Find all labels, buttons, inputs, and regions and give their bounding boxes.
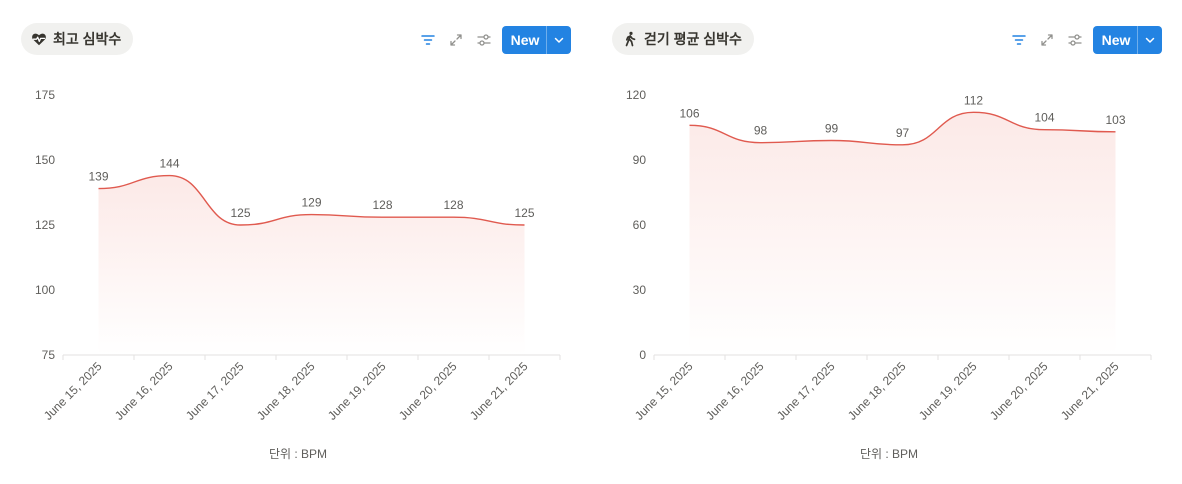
line-chart-max-heart-rate: 75 100 125 150 175 139 144 125 129 128 128 125 June …	[35, 88, 561, 423]
expand-button[interactable]	[1033, 26, 1061, 54]
y-tick-label: 120	[626, 88, 646, 102]
new-button-group: New	[502, 26, 571, 54]
settings-button[interactable]	[470, 26, 498, 54]
filter-button[interactable]	[1005, 26, 1033, 54]
data-label: 104	[1034, 111, 1054, 125]
line-chart-walking-heart-rate: 0 30 60 90 120 106 98 99 97 112 104 103 June 15, 202…	[626, 88, 1152, 423]
sliders-icon	[1068, 34, 1082, 46]
series-line	[98, 174, 525, 226]
y-tick-label: 60	[633, 218, 647, 232]
heart-pulse-icon	[31, 31, 47, 47]
data-label: 99	[825, 122, 839, 136]
data-point[interactable]	[686, 121, 694, 129]
x-tick-label: June 21, 2025	[1058, 359, 1122, 423]
new-button[interactable]: New	[1101, 32, 1131, 48]
expand-icon	[450, 34, 462, 46]
new-button[interactable]: New	[510, 32, 540, 48]
data-point[interactable]	[970, 108, 978, 116]
data-label: 97	[896, 126, 910, 140]
y-tick-label: 150	[35, 153, 55, 167]
data-label: 129	[301, 196, 321, 210]
data-point[interactable]	[828, 137, 836, 145]
data-point[interactable]	[450, 213, 458, 221]
view-title: 걷기 평균 심박수	[644, 31, 742, 47]
clipped-section-title	[846, 0, 906, 3]
y-tick-label: 100	[35, 283, 55, 297]
x-tick-label: June 16, 2025	[703, 359, 767, 423]
data-point[interactable]	[166, 172, 174, 180]
data-point[interactable]	[95, 185, 103, 193]
unit-label: 단위 : BPM	[859, 447, 919, 461]
filter-button[interactable]	[414, 26, 442, 54]
y-tick-label: 125	[35, 218, 55, 232]
data-label: 144	[159, 157, 179, 171]
settings-button[interactable]	[1061, 26, 1089, 54]
data-label: 128	[443, 198, 463, 212]
x-tick-label: June 20, 2025	[987, 359, 1051, 423]
area-fill	[689, 112, 1116, 356]
data-label: 112	[964, 93, 983, 107]
y-tick-label: 30	[633, 283, 647, 297]
chart-panel-walking-heart-rate: 걷기 평균 심박수 New	[591, 0, 1162, 484]
unit-label: 단위 : BPM	[268, 447, 328, 461]
area-fill	[98, 175, 525, 355]
x-tick-label: June 20, 2025	[396, 359, 460, 423]
view-toolbar: New	[1005, 26, 1162, 54]
new-dropdown-button[interactable]	[546, 26, 571, 54]
data-label: 128	[372, 198, 392, 212]
data-label: 125	[230, 206, 250, 220]
data-label: 125	[514, 206, 534, 220]
new-button-group: New	[1093, 26, 1162, 54]
x-tick-label: June 18, 2025	[254, 359, 318, 423]
filter-icon	[1012, 35, 1026, 45]
x-tick-label: June 19, 2025	[916, 359, 980, 423]
data-point[interactable]	[757, 139, 765, 147]
y-tick-label: 175	[35, 88, 55, 102]
x-tick-label: June 17, 2025	[774, 359, 838, 423]
x-tick-label: June 21, 2025	[467, 359, 531, 423]
sliders-icon	[477, 34, 491, 46]
walking-person-icon	[622, 31, 638, 47]
data-point[interactable]	[1041, 126, 1049, 134]
chevron-down-icon	[554, 37, 564, 43]
series-line	[689, 111, 1116, 146]
view-toolbar: New	[414, 26, 571, 54]
chart-panel-max-heart-rate: 최고 심박수 New 75	[0, 0, 571, 484]
view-title-chip[interactable]: 최고 심박수	[21, 23, 134, 55]
x-tick-label: June 18, 2025	[845, 359, 909, 423]
data-point[interactable]	[237, 221, 245, 229]
chevron-down-icon	[1145, 37, 1155, 43]
clipped-section-title	[255, 0, 345, 3]
data-point[interactable]	[1112, 128, 1120, 136]
data-label: 98	[754, 124, 768, 138]
x-tick-label: June 19, 2025	[325, 359, 389, 423]
data-point[interactable]	[899, 141, 907, 149]
y-tick-label: 0	[639, 348, 646, 362]
x-tick-label: June 15, 2025	[632, 359, 696, 423]
new-dropdown-button[interactable]	[1137, 26, 1162, 54]
y-tick-label: 90	[633, 153, 647, 167]
filter-icon	[421, 35, 435, 45]
x-tick-label: June 15, 2025	[41, 359, 105, 423]
x-tick-label: June 16, 2025	[112, 359, 176, 423]
data-point[interactable]	[379, 213, 387, 221]
view-title-chip[interactable]: 걷기 평균 심박수	[612, 23, 754, 55]
data-label: 139	[88, 170, 108, 184]
data-point[interactable]	[521, 221, 529, 229]
expand-icon	[1041, 34, 1053, 46]
data-label: 106	[679, 106, 699, 120]
data-point[interactable]	[308, 211, 316, 219]
expand-button[interactable]	[442, 26, 470, 54]
x-tick-label: June 17, 2025	[183, 359, 247, 423]
data-label: 103	[1105, 113, 1125, 127]
y-tick-label: 75	[42, 348, 56, 362]
view-title: 최고 심박수	[53, 31, 122, 47]
